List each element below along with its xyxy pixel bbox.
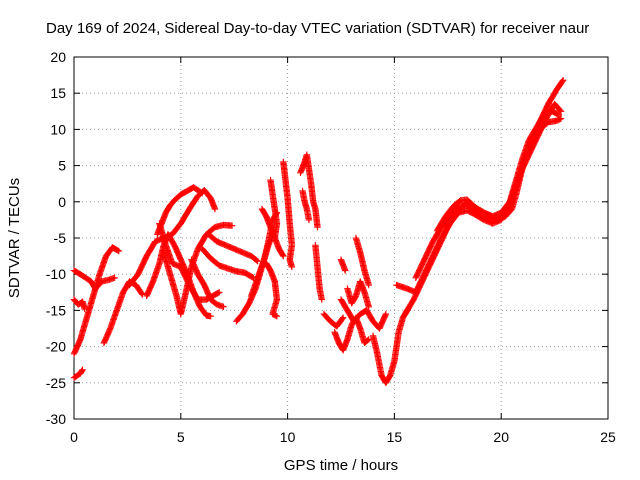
y-tick-label: 20 <box>50 49 66 65</box>
data-point <box>342 267 349 274</box>
y-tick-label: 0 <box>58 194 66 210</box>
chart-title: Day 169 of 2024, Sidereal Day-to-day VTE… <box>46 20 589 37</box>
data-point <box>314 223 321 231</box>
series-track-t <box>297 151 321 231</box>
series-track-aa <box>352 234 372 289</box>
data-point <box>305 216 313 224</box>
series-track-u <box>299 187 313 224</box>
series-track-b <box>70 267 118 292</box>
data-point <box>115 247 123 255</box>
series-track-o <box>248 209 281 300</box>
series-track-j <box>160 221 236 318</box>
series-track-ab <box>337 256 349 274</box>
data-point <box>211 205 219 213</box>
data-point <box>365 281 372 289</box>
data-point <box>114 247 121 254</box>
y-tick-label: 10 <box>50 121 66 137</box>
series-track-p <box>258 205 287 260</box>
x-tick-label: 5 <box>177 429 185 445</box>
series-track-k <box>188 256 227 310</box>
data-point <box>557 115 565 122</box>
data-point <box>339 314 347 321</box>
data-point <box>280 252 287 260</box>
series-track-s <box>267 176 281 242</box>
x-tick-label: 25 <box>600 429 616 445</box>
grid-lines <box>74 57 608 419</box>
y-tick-label: -15 <box>46 302 66 318</box>
series-track-l <box>198 245 257 282</box>
axis-ticks <box>73 56 609 420</box>
series-track-y <box>337 296 390 332</box>
data-point <box>249 273 256 281</box>
data-point <box>365 303 372 310</box>
data-point <box>554 111 562 118</box>
data-point <box>198 189 206 197</box>
series-track-r <box>280 158 296 271</box>
series-track-q <box>263 260 281 320</box>
data-point <box>555 111 563 119</box>
data-point <box>364 337 371 344</box>
data-point <box>253 257 260 264</box>
series-track-m <box>205 231 261 265</box>
series-track-d <box>70 366 86 381</box>
x-tick-label: 10 <box>280 429 296 445</box>
data-point <box>279 251 286 259</box>
series-track-v <box>312 242 325 303</box>
x-tick-label: 20 <box>493 429 509 445</box>
series-track-z <box>344 278 372 310</box>
y-tick-label: 5 <box>58 158 66 174</box>
y-axis-label: SDTVAR / TECUs <box>6 178 23 298</box>
data-point <box>339 315 346 322</box>
x-tick-label: 15 <box>387 429 403 445</box>
data-point <box>214 289 222 297</box>
series-track-ag <box>433 108 563 234</box>
data-point <box>254 257 261 265</box>
series-track-c <box>70 296 88 313</box>
series-track-w <box>320 310 347 330</box>
y-tick-labels: -30 -25 -20 -15 -10 -5 0 5 10 15 20 <box>46 49 66 427</box>
y-tick-label: -10 <box>46 266 66 282</box>
data-point <box>216 289 223 296</box>
data-point <box>207 312 214 320</box>
data-point <box>111 274 118 282</box>
y-tick-label: -30 <box>46 411 66 427</box>
y-tick-label: -5 <box>54 230 67 246</box>
data-point <box>557 108 565 115</box>
x-tick-label: 0 <box>70 429 78 445</box>
data-point <box>382 310 390 318</box>
data-point <box>271 234 278 242</box>
data-point <box>138 290 145 297</box>
y-tick-label: -20 <box>46 339 66 355</box>
y-tick-label: 15 <box>50 85 66 101</box>
data-point <box>288 263 296 271</box>
data-point <box>559 76 567 84</box>
data-point <box>273 312 281 320</box>
data-point <box>318 296 325 303</box>
x-axis-label: GPS time / hours <box>284 457 398 474</box>
data-point <box>220 303 227 310</box>
data-point <box>559 78 566 85</box>
x-tick-labels: 0 5 10 15 20 25 <box>70 429 616 445</box>
series-track-a <box>70 244 123 358</box>
data-point <box>556 107 564 114</box>
y-tick-label: -25 <box>46 375 66 391</box>
data-point <box>79 366 86 373</box>
data-point <box>81 305 88 313</box>
data-points <box>70 76 567 386</box>
series-track-e <box>100 278 146 347</box>
data-point <box>197 189 205 196</box>
data-point <box>228 222 236 229</box>
